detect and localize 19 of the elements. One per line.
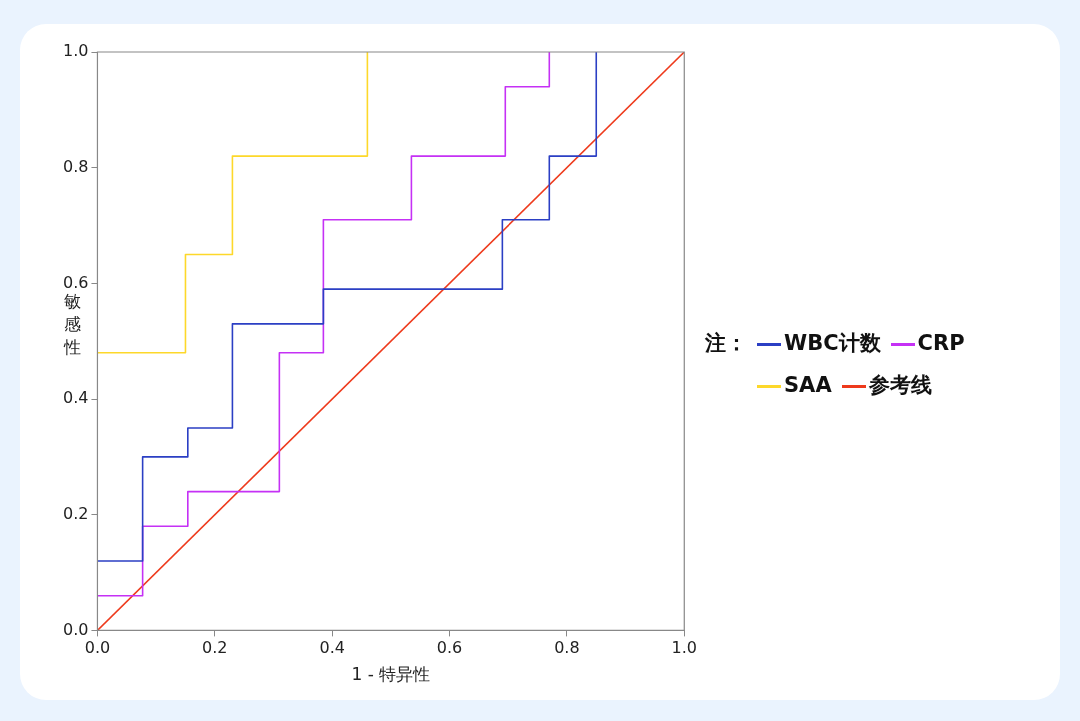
y-tick-label: 0.0 <box>62 619 89 639</box>
x-tick-label: 0.8 <box>554 638 580 658</box>
x-tick-label: 0.4 <box>319 638 345 658</box>
x-tick-label: 1.0 <box>671 638 697 658</box>
x-axis-title: 1 - 特异性 <box>351 664 431 685</box>
y-tick-label: 0.2 <box>62 503 89 523</box>
y-tick-label: 0.6 <box>62 272 89 292</box>
y-tick-label: 1.0 <box>62 41 89 61</box>
legend-label: CRP <box>917 331 965 355</box>
legend-title: 注： <box>705 330 747 357</box>
y-tick-label: 0.4 <box>62 388 89 408</box>
legend-label: SAA <box>784 373 832 397</box>
y-tick-label: 0.8 <box>62 156 89 176</box>
legend-label: 参考线 <box>868 373 932 397</box>
y-axis-title: 敏感性 <box>64 290 82 359</box>
x-tick-label: 0.2 <box>202 638 228 658</box>
x-tick-label: 0.0 <box>84 638 111 658</box>
legend-label: WBC计数 <box>784 331 881 355</box>
x-tick-label: 0.6 <box>436 638 463 658</box>
